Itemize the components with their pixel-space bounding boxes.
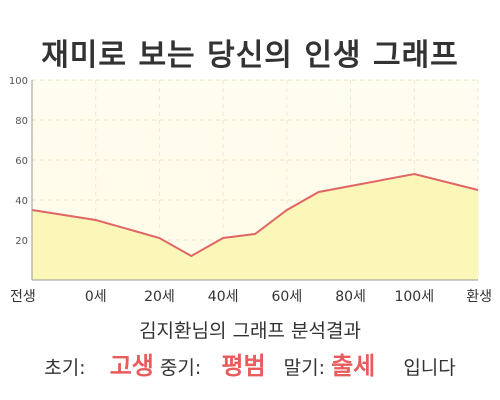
x-tick-labels: 전생 0세 20세 40세 60세 80세 100세 환생: [10, 289, 492, 305]
analysis-result: 초기: 고생 중기: 평범 말기: 출세 입니다: [0, 346, 500, 381]
result-ending: 입니다: [403, 357, 456, 379]
life-area: [32, 174, 478, 280]
y-tick-label: 80: [15, 116, 28, 127]
x-tick-label: 환생: [466, 289, 492, 305]
life-line: [31, 172, 479, 258]
early-value: 고생: [109, 352, 154, 380]
x-tick-label: 80세: [335, 289, 366, 305]
x-tick-label: 100세: [394, 289, 434, 305]
early-label: 초기:: [44, 357, 86, 379]
x-tick-label: 0세: [85, 289, 107, 305]
mid-label: 중기:: [159, 357, 202, 379]
x-tick-label: 60세: [272, 289, 303, 305]
y-tick-label: 40: [15, 196, 28, 207]
mid-value: 평범: [221, 352, 266, 380]
life-graph-chart: 20 40 60 80 100 전생 0세 20세 40세 60세 80세 100세 환생: [9, 76, 492, 305]
analysis-summary: 김지환님의 그래프 분석결과: [139, 320, 361, 342]
chart-title: 재미로 보는 당신의 인생 그래프: [41, 38, 459, 73]
late-label: 말기:: [283, 357, 326, 379]
x-tick-label: 40세: [208, 289, 239, 305]
x-tick-label: 전생: [10, 289, 36, 305]
y-tick-label: 20: [15, 236, 28, 247]
y-tick-label: 100: [9, 76, 28, 87]
y-tick-labels: 20 40 60 80 100: [9, 76, 28, 247]
y-tick-label: 60: [15, 156, 28, 167]
late-value: 출세: [331, 352, 376, 380]
x-tick-label: 20세: [144, 289, 175, 305]
